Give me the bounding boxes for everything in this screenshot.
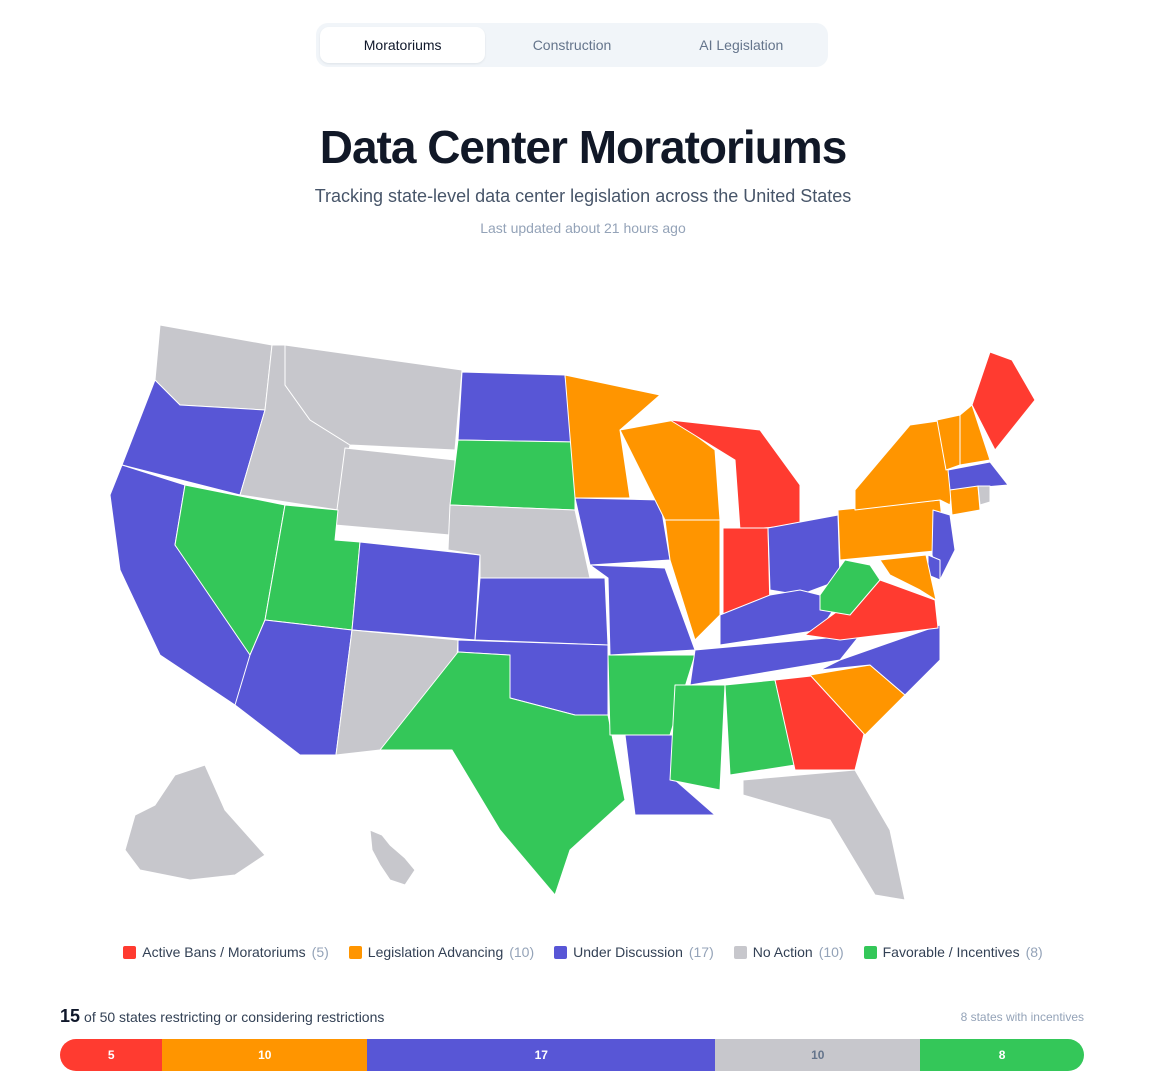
restricting-text: of 50 states restricting or considering … — [84, 1009, 385, 1025]
status-distribution-bar: 5 10 17 10 8 — [60, 1039, 1084, 1071]
bar-segment-favorable[interactable]: 8 — [920, 1039, 1084, 1071]
legend-count: (5) — [311, 944, 329, 960]
bar-segment-label: 10 — [811, 1048, 825, 1062]
state-KS[interactable] — [474, 577, 609, 646]
bar-segment-bans[interactable]: 5 — [60, 1039, 163, 1071]
legend-item-discussion[interactable]: Under Discussion (17) — [554, 944, 714, 960]
state-WY[interactable] — [334, 447, 456, 536]
state-MA[interactable] — [947, 461, 1009, 491]
legend-swatch-no-action — [733, 945, 747, 959]
legend-item-favorable[interactable]: Favorable / Incentives (8) — [863, 944, 1043, 960]
state-NC[interactable] — [819, 624, 941, 696]
legend-count: (10) — [818, 944, 844, 960]
state-MD[interactable] — [879, 554, 937, 601]
bar-segment-label: 8 — [998, 1048, 1006, 1062]
us-states-map — [109, 324, 1036, 901]
state-FL[interactable] — [742, 769, 906, 901]
state-MT[interactable] — [284, 344, 463, 451]
state-IL[interactable] — [664, 519, 721, 641]
legend-label: Under Discussion — [573, 944, 683, 960]
bar-segment-advancing[interactable]: 10 — [162, 1039, 368, 1071]
state-IA[interactable] — [574, 497, 671, 566]
legend-swatch-bans — [123, 945, 137, 959]
legend-label: Active Bans / Moratoriums — [142, 944, 306, 960]
state-MO[interactable] — [589, 564, 696, 656]
state-ME[interactable] — [971, 351, 1036, 451]
legend-count: (8) — [1025, 944, 1043, 960]
legend-label: Legislation Advancing — [367, 944, 504, 960]
tab-construction[interactable]: Construction — [532, 37, 612, 53]
state-CT[interactable] — [949, 485, 981, 516]
page-title: Data Center Moratoriums — [319, 121, 848, 173]
incentives-count: 8 states with incentives — [960, 1010, 1084, 1024]
view-tabs: Moratoriums Construction AI Legislation — [316, 23, 828, 67]
legend-item-advancing[interactable]: Legislation Advancing (10) — [348, 944, 535, 960]
legend-count: (17) — [688, 944, 714, 960]
bar-segment-no-action[interactable]: 10 — [715, 1039, 921, 1071]
legend-count: (10) — [509, 944, 535, 960]
restricting-count: 15 — [60, 1006, 81, 1026]
legend-label: No Action — [752, 944, 813, 960]
tab-ai-legislation[interactable]: AI Legislation — [699, 37, 784, 53]
bar-segment-label: 17 — [534, 1048, 548, 1062]
legend-label: Favorable / Incentives — [882, 944, 1020, 960]
legend-swatch-discussion — [554, 945, 568, 959]
state-AK[interactable] — [124, 764, 266, 881]
legend-item-bans[interactable]: Active Bans / Moratoriums (5) — [123, 944, 329, 960]
state-NH[interactable] — [959, 404, 991, 466]
bar-segment-discussion[interactable]: 17 — [367, 1039, 716, 1071]
legend-swatch-favorable — [863, 945, 877, 959]
state-PA[interactable] — [837, 499, 946, 561]
state-SD[interactable] — [449, 439, 576, 511]
state-CO[interactable] — [351, 541, 481, 641]
state-RI[interactable] — [977, 485, 991, 506]
state-MN[interactable] — [564, 374, 661, 499]
legend-swatch-advancing — [348, 945, 362, 959]
legend-item-no-action[interactable]: No Action (10) — [733, 944, 844, 960]
tab-moratoriums[interactable]: Moratoriums — [320, 27, 486, 63]
state-TX[interactable] — [379, 651, 626, 896]
state-WI[interactable] — [619, 419, 721, 521]
last-updated: Last updated about 21 hours ago — [480, 220, 686, 236]
page-subtitle: Tracking state-level data center legisla… — [314, 186, 852, 206]
restriction-summary: 15 of 50 states restricting or considerin… — [60, 1006, 384, 1027]
bar-segment-label: 10 — [258, 1048, 272, 1062]
state-OH[interactable] — [767, 514, 841, 596]
map-legend: Active Bans / Moratoriums (5) Legislatio… — [0, 944, 1166, 960]
state-MS[interactable] — [669, 684, 726, 791]
bar-segment-label: 5 — [107, 1048, 115, 1062]
state-ND[interactable] — [457, 371, 576, 443]
state-NY[interactable] — [854, 419, 953, 511]
state-HI[interactable] — [369, 829, 416, 886]
